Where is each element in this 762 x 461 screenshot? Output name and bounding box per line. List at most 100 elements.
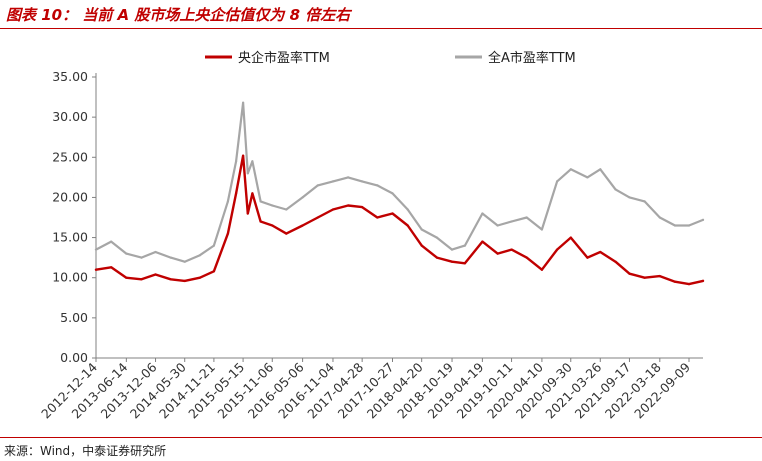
data-point-all-a [569, 168, 572, 171]
data-point-central-soe [183, 279, 186, 282]
data-point-central-soe [420, 244, 423, 247]
data-point-all-a [259, 200, 262, 203]
data-point-central-soe [331, 208, 335, 211]
data-point-central-soe [94, 268, 98, 271]
data-point-all-a [235, 160, 238, 163]
data-point-central-soe [125, 276, 128, 279]
data-point-central-soe [643, 276, 646, 279]
data-point-central-soe [406, 224, 409, 227]
data-point-central-soe [510, 248, 513, 251]
data-point-central-soe [628, 272, 631, 275]
data-point-all-a [435, 236, 438, 239]
data-point-central-soe [212, 270, 215, 273]
data-point-all-a [687, 224, 691, 227]
data-point-central-soe [198, 276, 201, 279]
data-point-central-soe [569, 236, 572, 239]
data-point-central-soe [154, 273, 157, 276]
series-line-central-soe-pe [94, 154, 705, 286]
data-point-all-a [212, 244, 215, 247]
data-point-all-a [614, 188, 617, 191]
y-tick-label: 15.00 [52, 230, 88, 245]
series-line-all-a-pe [94, 101, 705, 263]
data-point-all-a [94, 248, 98, 251]
data-point-all-a [316, 184, 319, 187]
y-tick-label: 35.00 [52, 69, 88, 84]
data-point-all-a [198, 254, 201, 257]
data-point-central-soe [361, 206, 364, 209]
data-point-all-a [246, 172, 249, 175]
data-point-central-soe [376, 216, 379, 219]
data-point-all-a [463, 244, 466, 247]
data-point-all-a [525, 216, 528, 219]
data-point-all-a [242, 101, 245, 104]
figure-title: 图表 10： 当前 A 股市场上央企估值仅为 8 倍左右 [6, 6, 351, 24]
data-point-all-a [510, 220, 513, 223]
data-point-all-a [169, 256, 172, 259]
data-point-all-a [586, 176, 589, 179]
data-point-central-soe [463, 262, 466, 265]
source-divider [0, 437, 762, 438]
y-tick-label: 25.00 [52, 149, 88, 164]
data-point-central-soe [658, 275, 661, 278]
data-point-all-a [391, 192, 394, 195]
data-point-all-a [376, 184, 379, 187]
data-point-all-a [226, 200, 229, 203]
data-point-central-soe [540, 268, 544, 271]
data-point-central-soe [246, 212, 249, 215]
data-point-central-soe [435, 256, 438, 259]
plot-lines [94, 101, 705, 286]
data-point-all-a [658, 216, 661, 219]
data-point-central-soe [301, 224, 304, 227]
data-point-central-soe [701, 279, 705, 282]
data-point-all-a [331, 180, 335, 183]
data-point-central-soe [226, 232, 229, 235]
y-tick-label: 30.00 [52, 109, 88, 124]
data-point-all-a [643, 200, 646, 203]
data-point-central-soe [496, 252, 499, 255]
data-point-all-a [450, 248, 454, 251]
data-point-central-soe [169, 278, 172, 281]
y-tick-label: 0.00 [60, 350, 88, 365]
data-point-central-soe [251, 192, 254, 195]
data-point-central-soe [586, 256, 589, 259]
data-point-all-a [628, 196, 631, 199]
data-point-central-soe [687, 283, 691, 286]
data-point-all-a [673, 224, 677, 227]
data-point-central-soe [235, 192, 238, 195]
y-tick-label: 20.00 [52, 189, 88, 204]
data-point-central-soe [242, 154, 245, 157]
data-point-all-a [183, 260, 186, 263]
pe-ratio-line-chart: 央企市盈率TTM 全A市盈率TTM 0.00 5.00 10.00 15.00 20.0… [38, 50, 705, 421]
y-axis-ticks: 0.00 5.00 10.00 15.00 20.00 25.00 30.00 35.00 [52, 69, 96, 365]
data-point-central-soe [391, 212, 394, 215]
data-point-central-soe [140, 278, 143, 281]
data-point-central-soe [599, 250, 602, 254]
data-point-central-soe [481, 240, 484, 243]
data-point-all-a [481, 212, 484, 215]
x-axis-ticks: 2012-12-142013-06-142013-12-062014-05-30… [38, 358, 693, 421]
data-point-all-a [361, 180, 364, 183]
data-point-all-a [110, 240, 113, 243]
data-point-all-a [556, 180, 559, 183]
data-point-central-soe [556, 248, 559, 251]
data-point-central-soe [673, 280, 677, 283]
data-point-central-soe [316, 216, 319, 219]
data-point-central-soe [450, 260, 454, 263]
data-point-all-a [285, 208, 288, 211]
data-point-central-soe [347, 204, 350, 207]
legend-label-all-a: 全A市盈率TTM [488, 50, 576, 66]
data-point-all-a [271, 204, 274, 207]
data-point-all-a [347, 176, 350, 179]
data-point-all-a [125, 252, 128, 255]
y-tick-label: 10.00 [52, 270, 88, 285]
chart-legend: 央企市盈率TTM 全A市盈率TTM [205, 50, 576, 66]
data-point-central-soe [614, 260, 617, 263]
legend-label-central-soe: 央企市盈率TTM [238, 50, 330, 66]
data-point-central-soe [525, 256, 528, 259]
data-point-central-soe [285, 232, 288, 235]
data-point-all-a [420, 228, 423, 231]
title-divider [0, 28, 762, 29]
data-point-all-a [599, 168, 602, 171]
data-point-all-a [154, 250, 157, 254]
data-point-all-a [701, 218, 705, 221]
